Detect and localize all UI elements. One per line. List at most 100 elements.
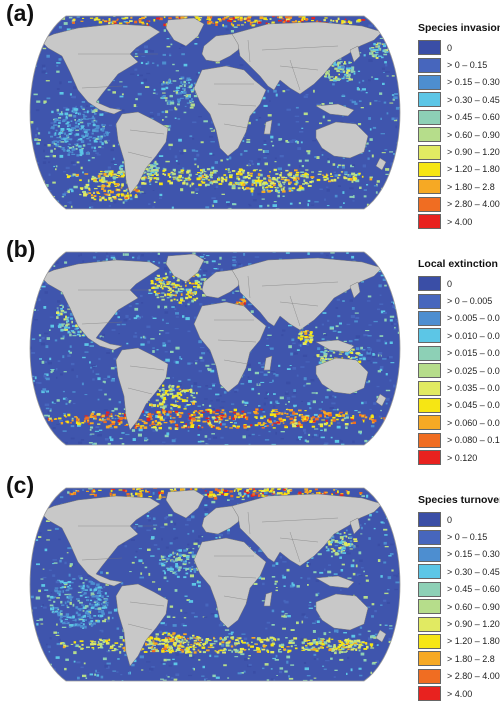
- ocean-hot-cell: [161, 282, 164, 284]
- ocean-cell: [316, 156, 320, 159]
- ocean-cell: [175, 312, 179, 315]
- ocean-cell: [18, 677, 21, 678]
- ocean-cell: [268, 100, 271, 102]
- ocean-cell: [133, 335, 138, 338]
- country-border: [247, 275, 251, 299]
- ocean-hot-cell: [66, 176, 70, 179]
- ocean-cell: [229, 156, 232, 160]
- ocean-cell: [38, 442, 43, 445]
- ocean-cell: [399, 513, 400, 516]
- ocean-hot-cell: [160, 283, 163, 285]
- ocean-cell: [267, 371, 271, 374]
- ocean-hot-cell: [102, 127, 105, 130]
- ocean-hot-cell: [97, 423, 101, 425]
- ocean-cell: [53, 400, 57, 403]
- ocean-cell: [68, 350, 71, 353]
- ocean-cell: [116, 323, 121, 326]
- ocean-cell: [45, 390, 49, 393]
- ocean-hot-cell: [104, 419, 106, 421]
- ocean-hot-cell: [236, 426, 240, 429]
- ocean-cell: [148, 49, 152, 51]
- ocean-hot-cell: [302, 419, 304, 422]
- ocean-cell: [401, 667, 405, 669]
- ocean-cell: [196, 153, 200, 157]
- map-outline: [29, 251, 401, 446]
- legend-label: > 0.010 – 0.015: [447, 330, 500, 341]
- ocean-cell: [164, 417, 167, 420]
- ocean-hot-cell: [265, 182, 268, 184]
- ocean-cell: [404, 118, 406, 120]
- ocean-cell: [342, 157, 345, 159]
- ocean-hot-cell: [113, 425, 118, 429]
- ocean-hot-cell: [93, 122, 95, 124]
- ocean-hot-cell: [340, 22, 344, 25]
- ocean-cell: [251, 160, 254, 163]
- ocean-cell: [141, 315, 144, 318]
- ocean-cell: [62, 390, 65, 393]
- ocean-hot-cell: [277, 16, 280, 19]
- ocean-hot-cell: [156, 393, 161, 396]
- landmass-south-america: [115, 111, 169, 195]
- ocean-hot-cell: [374, 54, 377, 58]
- country-border: [261, 281, 339, 287]
- ocean-hot-cell: [205, 177, 208, 180]
- ocean-cell: [27, 296, 29, 298]
- ocean-hot-cell: [162, 169, 166, 172]
- ocean-cell: [176, 446, 178, 447]
- ocean-cell: [113, 177, 116, 180]
- ocean-cell: [332, 14, 335, 15]
- ocean-cell: [363, 54, 366, 57]
- ocean-cell: [97, 398, 100, 401]
- ocean-cell: [137, 317, 141, 320]
- ocean-hot-cell: [280, 178, 285, 180]
- ocean-cell: [30, 439, 32, 443]
- ocean-cell: [49, 408, 52, 411]
- ocean-hot-cell: [305, 176, 309, 179]
- ocean-cell: [311, 436, 314, 438]
- ocean-hot-cell: [74, 125, 77, 128]
- ocean-hot-cell: [159, 17, 163, 21]
- panel-label: (c): [6, 472, 35, 498]
- ocean-cell: [392, 98, 395, 101]
- ocean-cell: [22, 319, 26, 321]
- ocean-cell: [22, 510, 26, 512]
- ocean-hot-cell: [117, 184, 120, 187]
- ocean-hot-cell: [375, 52, 379, 53]
- ocean-hot-cell: [146, 420, 151, 422]
- country-border: [279, 65, 319, 71]
- ocean-hot-cell: [185, 399, 188, 402]
- ocean-hot-cell: [102, 184, 106, 187]
- ocean-hot-cell: [238, 178, 241, 181]
- ocean-hot-cell: [109, 423, 113, 425]
- ocean-cell: [234, 292, 237, 294]
- ocean-cell: [49, 357, 52, 361]
- ocean-hot-cell: [197, 283, 200, 286]
- ocean-hot-cell: [355, 356, 358, 358]
- ocean-cell: [373, 361, 378, 364]
- legend-label: > 1.80 – 2.8: [447, 181, 495, 192]
- ocean-cell: [174, 155, 178, 159]
- ocean-hot-cell: [203, 177, 207, 178]
- ocean-hot-cell: [161, 298, 165, 301]
- ocean-cell: [53, 166, 57, 170]
- ocean-cell: [157, 112, 161, 116]
- ocean-hot-cell: [286, 409, 290, 411]
- world-map-species-invasion: [29, 14, 412, 210]
- ocean-hot-cell: [87, 419, 90, 422]
- ocean-cell: [346, 672, 348, 675]
- ocean-cell: [302, 354, 308, 357]
- ocean-cell: [321, 401, 323, 403]
- ocean-hot-cell: [91, 110, 96, 113]
- ocean-cell: [69, 174, 75, 177]
- ocean-cell: [226, 201, 230, 204]
- ocean-cell: [152, 190, 155, 191]
- ocean-hot-cell: [188, 282, 191, 285]
- ocean-cell: [410, 48, 412, 51]
- ocean-cell: [197, 253, 201, 255]
- ocean-cell: [33, 162, 36, 165]
- ocean-cell: [393, 640, 398, 643]
- ocean-cell: [44, 548, 48, 552]
- ocean-cell: [366, 184, 369, 186]
- ocean-cell: [187, 330, 191, 333]
- ocean-hot-cell: [338, 70, 341, 72]
